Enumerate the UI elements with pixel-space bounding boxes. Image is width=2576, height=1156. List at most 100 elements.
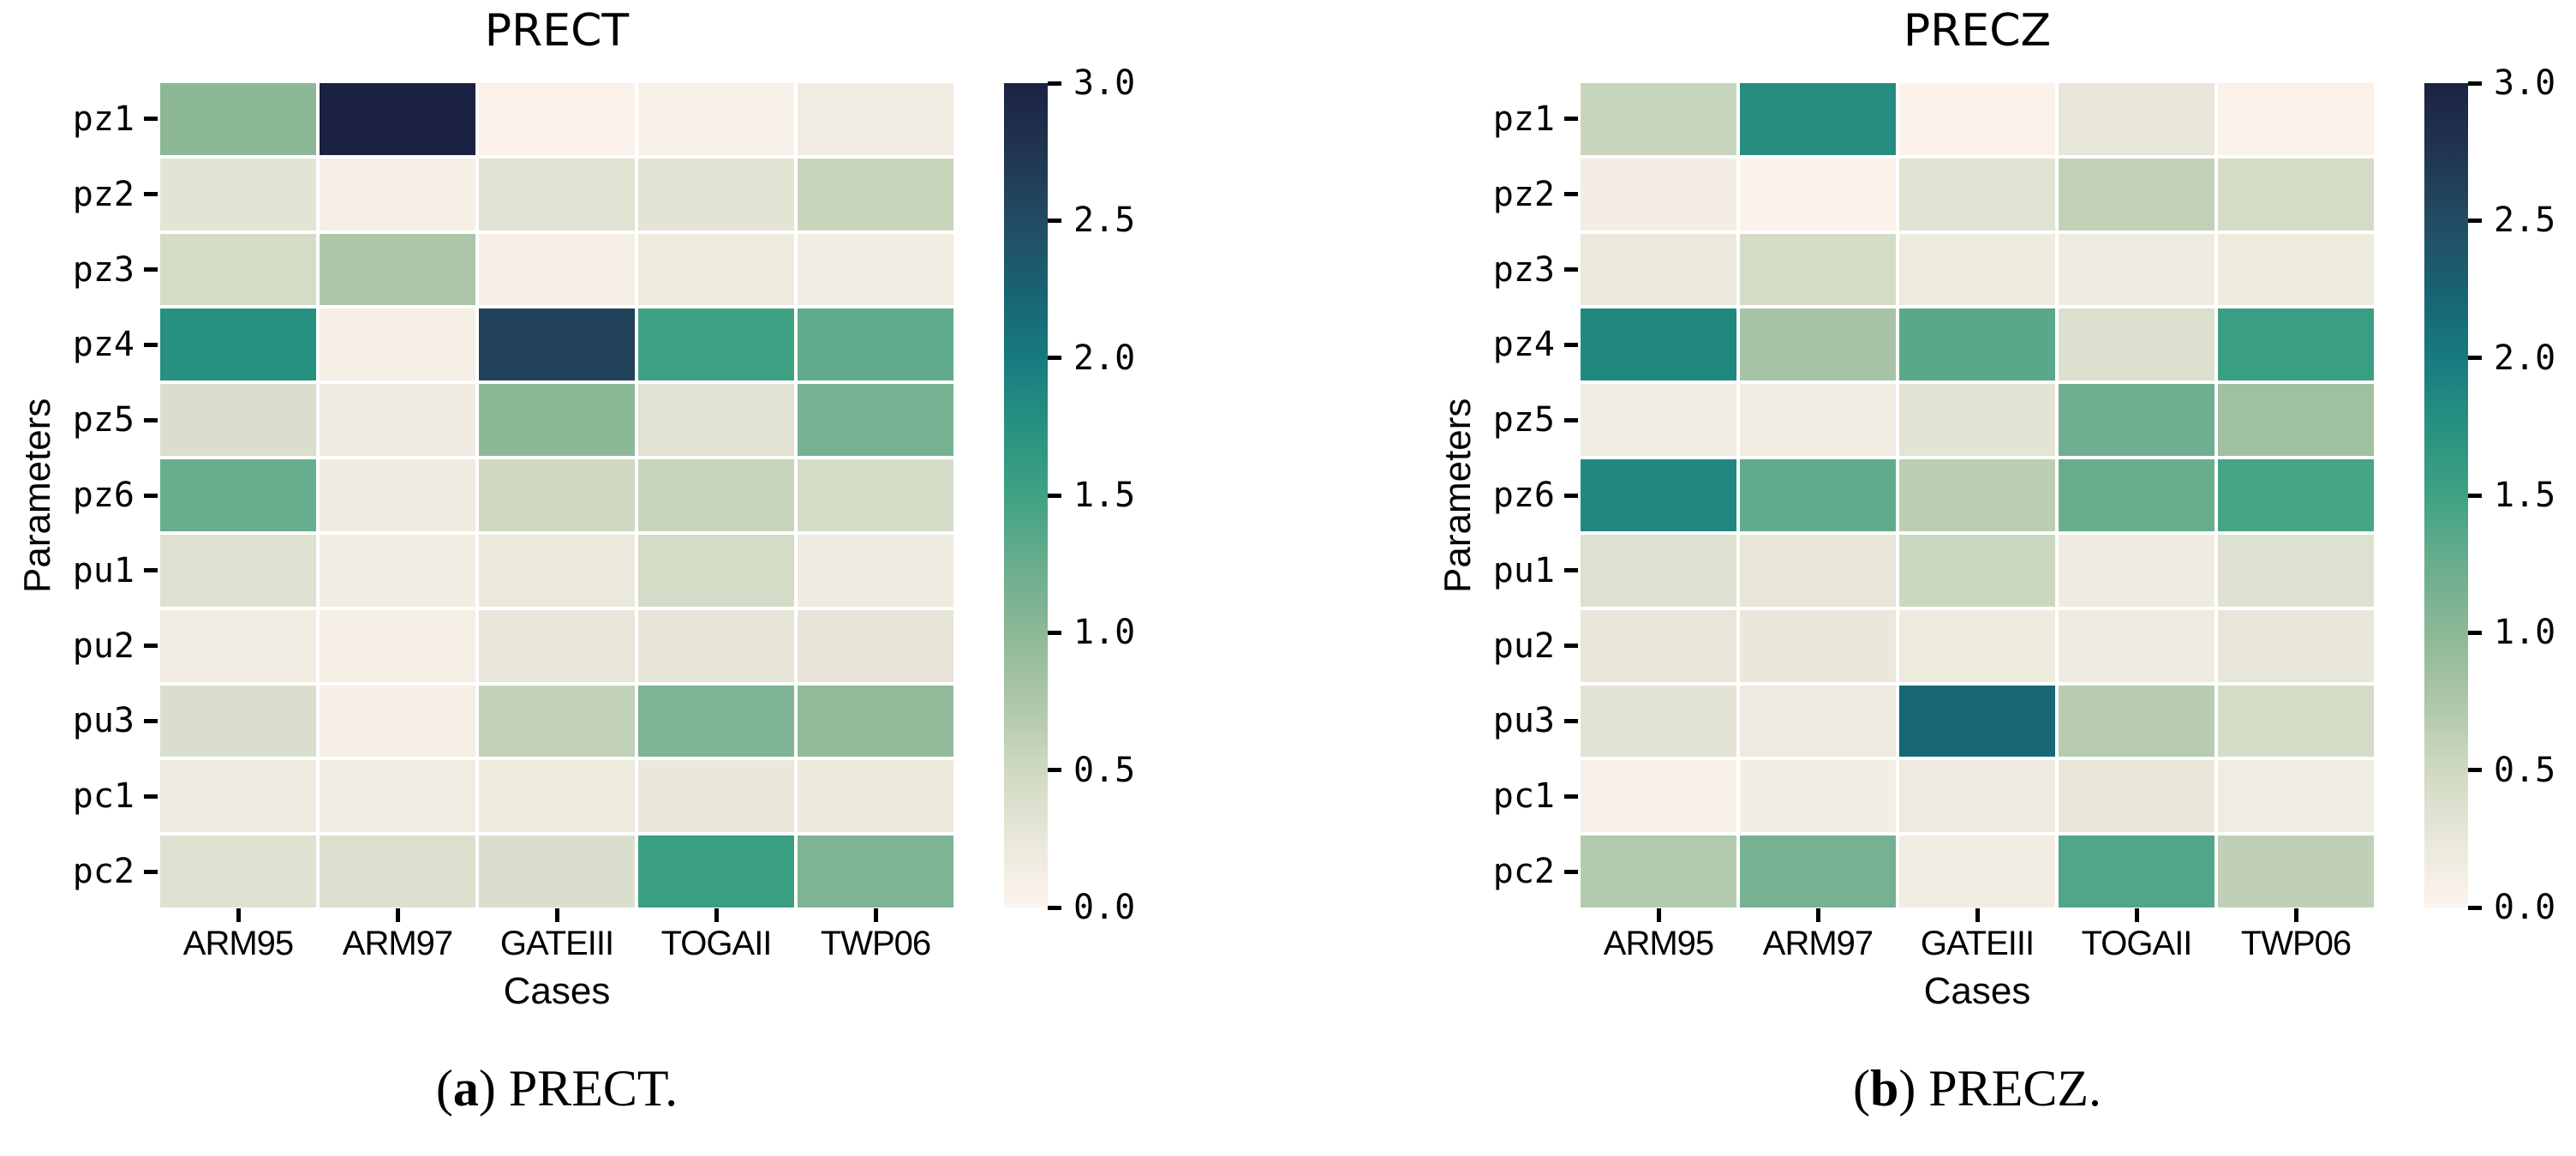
figure-b-title: PRECZ — [1903, 5, 2052, 57]
ytick-label-pc2: pc2 — [1492, 852, 1555, 892]
cell-pz1-GATEIII — [1899, 83, 2055, 155]
colorbar-tick-mark — [1048, 905, 1061, 910]
ytick-label-pu1: pu1 — [1492, 550, 1555, 590]
cell-pz5-ARM97 — [320, 384, 475, 457]
colorbar-tick-label-2.5: 2.5 — [1073, 201, 1136, 241]
cell-pz4-GATEIII — [1899, 308, 2055, 381]
cell-pz2-TWP06 — [2218, 158, 2374, 231]
xtick-mark — [1815, 908, 1820, 922]
cell-pz5-ARM95 — [160, 384, 316, 457]
colorbar-tick-mark — [1048, 630, 1061, 635]
ytick-label-pz5: pz5 — [72, 400, 134, 440]
ytick-mark — [1564, 718, 1578, 723]
cell-pz6-GATEIII — [479, 459, 635, 531]
cell-pu2-TOGAII — [2059, 609, 2214, 682]
ytick-mark — [1564, 417, 1578, 422]
cell-pu3-ARM95 — [1581, 685, 1736, 758]
cell-pu2-ARM97 — [320, 609, 475, 682]
cell-pz3-TOGAII — [2059, 233, 2214, 306]
cell-pz2-ARM95 — [1581, 158, 1736, 231]
cell-pz5-ARM95 — [1581, 384, 1736, 457]
cell-pz4-TOGAII — [638, 308, 794, 381]
caption-marker: a — [452, 1060, 479, 1117]
cell-pu1-TWP06 — [2218, 534, 2374, 607]
xtick-label-GATEIII: GATEIII — [499, 925, 614, 962]
cell-pz2-TOGAII — [638, 158, 794, 231]
cell-pz1-TWP06 — [2218, 83, 2374, 155]
cell-pz4-GATEIII — [479, 308, 635, 381]
colorbar-tick-mark — [1048, 493, 1061, 498]
ytick-label-pu2: pu2 — [1492, 626, 1555, 666]
ytick-mark — [144, 417, 158, 422]
cell-pz2-ARM95 — [160, 158, 316, 231]
colorbar-tick-label-1.5: 1.5 — [2494, 476, 2556, 515]
cell-pz6-TOGAII — [638, 459, 794, 531]
cell-pz5-TOGAII — [2059, 384, 2214, 457]
cell-pz1-ARM95 — [1581, 83, 1736, 155]
ytick-label-pz3: pz3 — [1492, 249, 1555, 290]
colorbar-tick-label-1.5: 1.5 — [1073, 476, 1136, 515]
cell-pz3-ARM95 — [160, 233, 316, 306]
cell-pu3-TOGAII — [638, 685, 794, 758]
cell-pc1-ARM97 — [1740, 760, 1896, 833]
xtick-mark — [236, 908, 241, 922]
xtick-mark — [395, 908, 400, 922]
caption-a: (a) PRECT. — [435, 1060, 678, 1117]
ytick-mark — [144, 794, 158, 799]
ytick-label-pu2: pu2 — [72, 626, 134, 666]
ytick-mark — [1564, 493, 1578, 498]
ytick-mark — [1564, 192, 1578, 197]
cell-pu2-TWP06 — [2218, 609, 2374, 682]
cell-pu3-ARM95 — [160, 685, 316, 758]
ytick-mark — [144, 644, 158, 649]
cell-pz4-TOGAII — [2059, 308, 2214, 381]
cell-pz1-ARM97 — [1740, 83, 1896, 155]
xtick-mark — [2134, 908, 2139, 922]
cell-pc2-ARM95 — [160, 836, 316, 907]
colorbar-tick-mark — [1048, 218, 1061, 223]
colorbar-tick-label-0.5: 0.5 — [2494, 750, 2556, 790]
colorbar-tick-label-1.0: 1.0 — [2494, 613, 2556, 653]
cell-pu3-GATEIII — [479, 685, 635, 758]
cell-pz6-ARM95 — [160, 459, 316, 531]
ytick-label-pz3: pz3 — [72, 249, 134, 290]
cell-pz2-ARM97 — [320, 158, 475, 231]
figure-a-xlabel: Cases — [503, 970, 611, 1012]
ytick-mark — [144, 568, 158, 573]
xtick-label-TWP06: TWP06 — [820, 925, 931, 962]
colorbar-tick-label-0.5: 0.5 — [1073, 750, 1136, 790]
colorbar-tick-mark — [2468, 81, 2482, 86]
cell-pu1-ARM95 — [1581, 534, 1736, 607]
cell-pz6-TWP06 — [2218, 459, 2374, 531]
ytick-mark — [1564, 267, 1578, 273]
cell-pz6-ARM97 — [1740, 459, 1896, 531]
colorbar-tick-mark — [2468, 630, 2482, 635]
cell-pc2-TOGAII — [638, 836, 794, 907]
ytick-mark — [144, 342, 158, 347]
xtick-label-GATEIII: GATEIII — [1920, 925, 2035, 962]
ytick-label-pz4: pz4 — [72, 325, 134, 365]
cell-pu2-ARM95 — [160, 609, 316, 682]
cell-pz1-ARM95 — [160, 83, 316, 155]
cell-pc2-ARM97 — [1740, 836, 1896, 907]
ytick-label-pu3: pu3 — [72, 701, 134, 741]
ytick-label-pz4: pz4 — [1492, 325, 1555, 365]
cell-pc1-GATEIII — [1899, 760, 2055, 833]
xtick-mark — [873, 908, 878, 922]
cell-pz5-TWP06 — [2218, 384, 2374, 457]
cell-pu1-ARM95 — [160, 534, 316, 607]
cell-pz4-ARM95 — [160, 308, 316, 381]
cell-pu3-TOGAII — [2059, 685, 2214, 758]
xtick-mark — [1975, 908, 1980, 922]
figure-a-title: PRECT — [484, 5, 630, 57]
cell-pu1-GATEIII — [1899, 534, 2055, 607]
xtick-mark — [1656, 908, 1661, 922]
cell-pz3-TWP06 — [2218, 233, 2374, 306]
cell-pz3-TWP06 — [798, 233, 953, 306]
ytick-label-pz6: pz6 — [1492, 476, 1555, 515]
cell-pz5-ARM97 — [1740, 384, 1896, 457]
cell-pz6-ARM95 — [1581, 459, 1736, 531]
cell-pu1-GATEIII — [479, 534, 635, 607]
cell-pc1-GATEIII — [479, 760, 635, 833]
heatmap-b — [1581, 83, 2374, 907]
